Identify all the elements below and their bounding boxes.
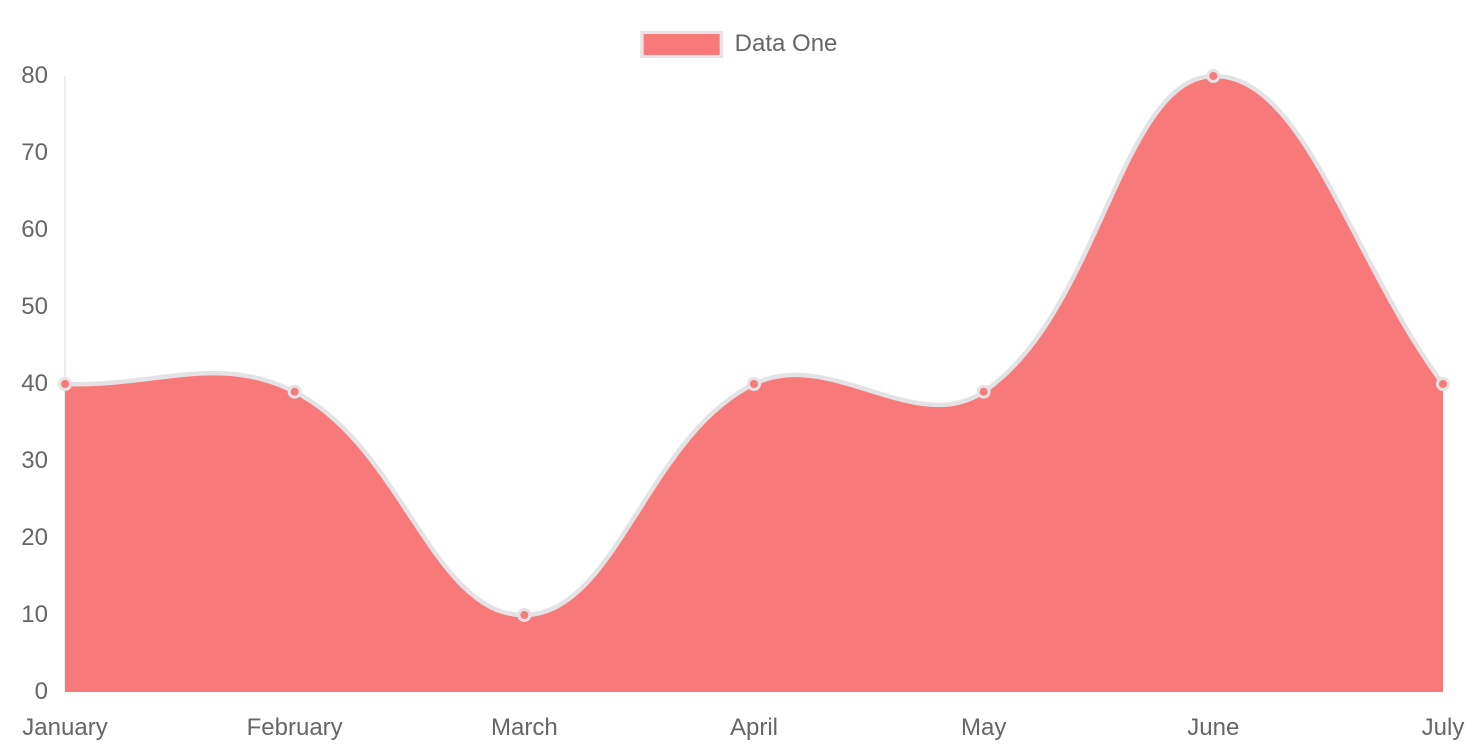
legend[interactable]: Data One [640,30,838,58]
legend-label: Data One [734,30,838,57]
data-point-march[interactable] [517,608,532,622]
data-point-may[interactable] [976,384,991,399]
data-point-january[interactable] [58,377,72,391]
data-point-april[interactable] [747,377,761,391]
area-fill [65,75,1443,693]
legend-swatch [640,30,723,58]
data-point-july[interactable] [1436,377,1450,391]
data-point-june[interactable] [1206,69,1221,83]
data-point-february[interactable] [287,384,302,399]
data-points [58,69,1450,622]
